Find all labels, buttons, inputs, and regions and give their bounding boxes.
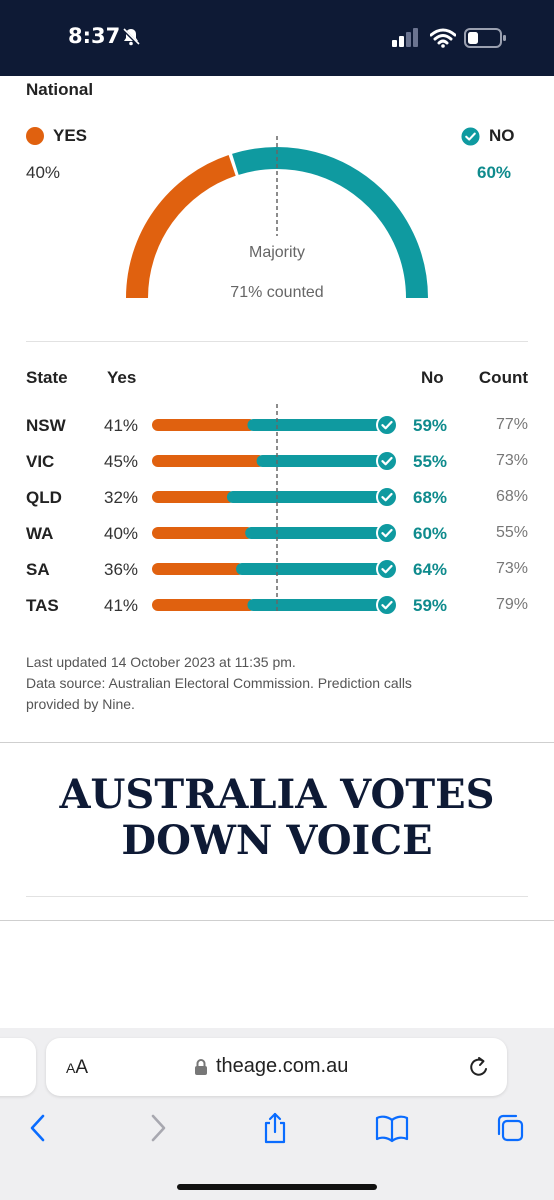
national-result-gauge	[126, 136, 428, 299]
check-circle-icon	[376, 450, 398, 472]
state-name: VIC	[26, 452, 55, 471]
state-yes-percent: 36%	[104, 560, 139, 579]
state-no-percent: 68%	[413, 488, 448, 507]
previous-tab-pill[interactable]	[0, 1038, 36, 1096]
table-row: TAS 41% 59% 79%	[0, 590, 554, 620]
section-separator	[0, 742, 554, 743]
state-name: WA	[26, 524, 54, 543]
gauge-yes-arc	[126, 154, 236, 299]
check-circle-icon	[376, 558, 398, 580]
state-count-percent: 79%	[495, 596, 528, 613]
state-count-percent: 77%	[495, 416, 528, 433]
forward-icon[interactable]	[146, 1112, 170, 1144]
data-source: Data source: Australian Electoral Commis…	[26, 675, 412, 691]
check-circle-icon	[376, 522, 398, 544]
check-circle-icon	[461, 127, 480, 146]
section-title: National	[26, 80, 94, 99]
state-result-bar	[152, 522, 398, 544]
state-name: SA	[26, 560, 50, 579]
status-bar: 8:37	[0, 0, 554, 76]
state-yes-percent: 45%	[104, 452, 139, 471]
header-yes: Yes	[107, 368, 137, 387]
state-yes-percent: 40%	[104, 524, 139, 543]
section-separator	[0, 920, 554, 921]
no-legend-label: NO	[489, 126, 515, 145]
address-bar[interactable]	[46, 1038, 507, 1096]
state-name: NSW	[26, 416, 66, 435]
divider	[26, 341, 528, 342]
state-majority-line	[276, 404, 278, 614]
state-result-bar	[152, 558, 398, 580]
back-icon[interactable]	[26, 1112, 50, 1144]
table-row: WA 40% 60% 55%	[0, 518, 554, 548]
table-row: QLD 32% 68% 68%	[0, 482, 554, 512]
header-no: No	[421, 368, 444, 387]
state-yes-percent: 32%	[104, 488, 139, 507]
table-row: SA 36% 64% 73%	[0, 554, 554, 584]
state-no-percent: 59%	[413, 416, 448, 435]
battery-icon	[464, 28, 506, 48]
bell-muted-icon	[121, 27, 141, 47]
check-circle-icon	[376, 594, 398, 616]
state-no-percent: 55%	[413, 452, 448, 471]
table-row: VIC 45% 55% 73%	[0, 446, 554, 476]
bookmarks-icon[interactable]	[374, 1112, 410, 1144]
gauge-no-arc	[232, 147, 428, 299]
url-text[interactable]: theage.com.au	[216, 1055, 349, 1077]
headline-line-1: AUSTRALIA VOTES	[59, 771, 495, 818]
state-no-percent: 59%	[413, 596, 448, 615]
counted-label: 71% counted	[230, 284, 324, 301]
share-icon[interactable]	[260, 1112, 290, 1144]
headline[interactable]: AUSTRALIA VOTES DOWN VOICE	[0, 772, 554, 864]
cellular-signal-icon	[392, 28, 418, 47]
reload-icon[interactable]	[468, 1055, 490, 1079]
state-result-bar	[152, 594, 398, 616]
yes-legend-label: YES	[53, 126, 88, 145]
divider	[26, 896, 528, 897]
yes-legend-dot	[26, 127, 44, 145]
tabs-icon[interactable]	[494, 1112, 526, 1144]
state-count-percent: 73%	[495, 560, 528, 577]
last-updated: Last updated 14 October 2023 at 11:35 pm…	[26, 654, 296, 670]
header-count: Count	[478, 368, 528, 387]
headline-line-2: DOWN VOICE	[121, 817, 433, 864]
state-result-bar	[152, 486, 398, 508]
state-count-percent: 73%	[495, 452, 528, 469]
data-source-continued: provided by Nine.	[26, 696, 135, 712]
yes-national-percent: 40%	[26, 163, 61, 182]
text-size-button[interactable]: AA	[66, 1057, 89, 1078]
state-count-percent: 55%	[495, 524, 528, 541]
wifi-icon	[430, 28, 456, 48]
no-national-percent: 60%	[477, 163, 512, 182]
check-circle-icon	[376, 414, 398, 436]
table-row: NSW 41% 59% 77%	[0, 410, 554, 440]
state-yes-percent: 41%	[104, 596, 139, 615]
state-yes-percent: 41%	[104, 416, 139, 435]
state-no-percent: 60%	[413, 524, 448, 543]
majority-label: Majority	[248, 244, 305, 261]
state-result-bar	[152, 450, 398, 472]
check-circle-icon	[376, 486, 398, 508]
header-state: State	[26, 368, 68, 387]
state-name: TAS	[26, 596, 59, 615]
state-count-percent: 68%	[495, 488, 528, 505]
state-result-bar	[152, 414, 398, 436]
home-indicator	[177, 1184, 377, 1190]
state-no-percent: 64%	[413, 560, 448, 579]
lock-icon	[195, 1059, 207, 1075]
state-name: QLD	[26, 488, 62, 507]
status-time: 8:37	[68, 24, 121, 48]
